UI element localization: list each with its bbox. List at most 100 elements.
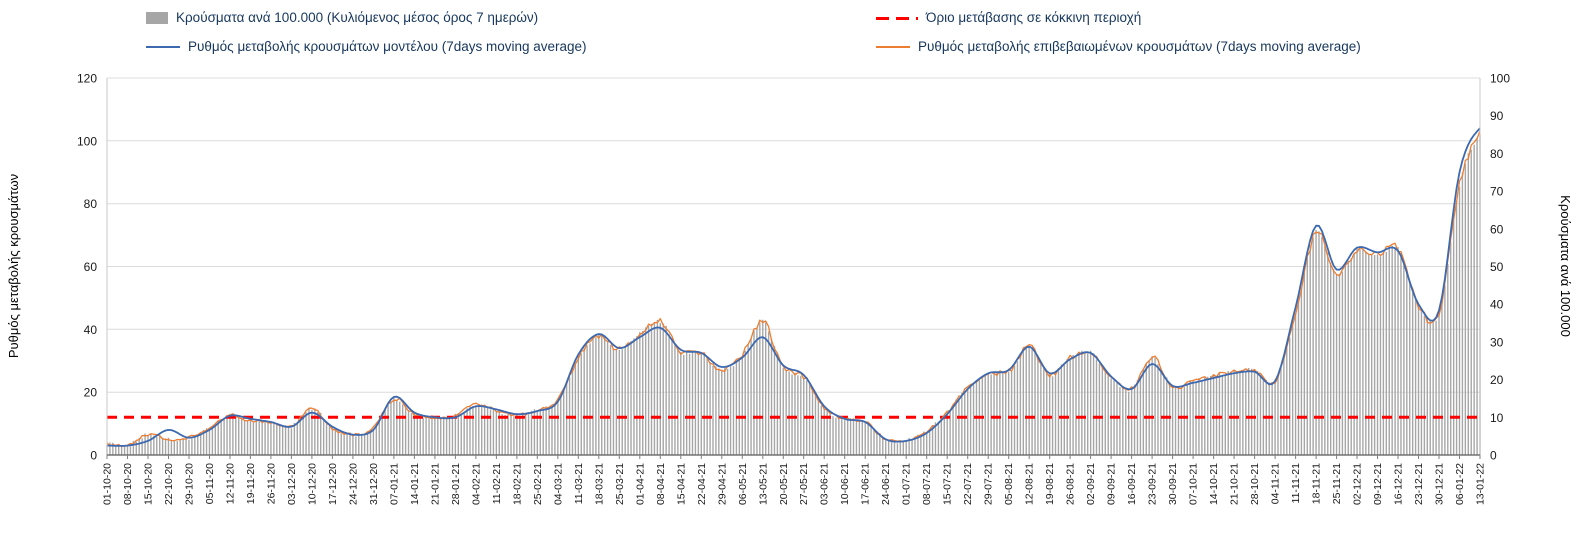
x-axis-tick-label: 25-03-21 [614,463,626,505]
right-axis-tick-label: 90 [1490,109,1504,123]
x-axis-tick-label: 06-01-22 [1454,463,1466,505]
x-axis-tick-label: 25-11-21 [1331,463,1343,504]
left-axis-tick-label: 20 [84,386,98,400]
left-axis-tick-label: 0 [90,449,97,463]
x-axis-tick-label: 11-02-21 [491,463,503,504]
x-axis-tick-label: 14-01-21 [409,463,421,505]
x-axis-tick-label: 07-10-21 [1188,463,1200,505]
legend-item-confirmed-line: Ρυθμός μεταβολής επιβεβαιωμένων κρουσμάτ… [876,37,1361,57]
right-axis-tick-label: 100 [1490,72,1510,86]
x-axis-tick-label: 24-12-20 [347,463,359,505]
x-axis-tick-label: 26-11-20 [265,463,277,504]
x-axis-tick-label: 29-07-21 [983,463,995,505]
x-axis-tick-label: 07-01-21 [388,463,400,505]
x-axis-tick-label: 25-02-21 [532,463,544,505]
x-axis-tick-label: 27-05-21 [798,463,810,505]
legend-label-confirmed-line: Ρυθμός μεταβολής επιβεβαιωμένων κρουσμάτ… [918,39,1361,54]
x-axis-tick-label: 01-07-21 [901,463,913,505]
x-axis-tick-label: 13-05-21 [757,463,769,505]
x-axis-tick-label: 02-09-21 [1085,463,1097,505]
x-axis-tick-label: 14-10-21 [1208,463,1220,505]
x-axis-tick-label: 15-04-21 [675,463,687,505]
x-axis-tick-label: 01-04-21 [634,463,646,505]
legend-item-model-line: Ρυθμός μεταβολής κρουσμάτων μοντέλου (7d… [146,37,587,57]
axes-and-ticks: 0 20 40 60 80 100 120 0 10 20 30 40 50 60 70 80 90 100 01-… [77,72,1510,506]
right-axis-title: Κρούσματα ανά 100.000 [1558,195,1573,337]
x-axis-tick-label: 21-10-21 [1229,463,1241,505]
right-axis-tick-label: 40 [1490,298,1504,312]
legend-item-cases-bars: Κρούσματα ανά 100.000 (Κυλιόμενος μέσος … [146,8,538,28]
x-axis-tick-label: 08-10-20 [122,463,134,505]
gridlines [107,77,1480,393]
bars-series [106,134,1481,456]
x-axis-tick-label: 16-09-21 [1126,463,1138,505]
line-series-layer [106,127,1481,448]
confirmed-line-swatch-icon [876,46,910,48]
x-axis-tick-label: 10-06-21 [839,463,851,505]
x-axis-tick-label: 22-07-21 [962,463,974,505]
x-axis-tick-label: 10-12-20 [306,463,318,505]
confirmed-cases-line [106,130,1481,448]
x-axis-tick-label: 05-08-21 [1003,463,1015,505]
x-axis-tick-label: 08-07-21 [921,463,933,505]
right-axis-tick-label: 0 [1490,449,1497,463]
x-axis-tick-label: 17-12-20 [327,463,339,505]
right-axis-tick-label: 20 [1490,373,1504,387]
x-axis-tick-label: 22-04-21 [696,463,708,505]
right-axis-tick-label: 50 [1490,260,1504,274]
left-axis-title: Ρυθμός μεταβολής κρουσμάτων [6,174,21,358]
x-axis-tick-label: 23-09-21 [1147,463,1159,505]
x-axis-tick-label: 19-08-21 [1044,463,1056,505]
x-axis-tick-label: 05-11-20 [204,463,216,504]
bar-series-swatch-icon [146,12,168,24]
x-axis-tick-label: 04-02-21 [470,463,482,505]
x-axis-tick-label: 03-06-21 [819,463,831,505]
x-axis-tick-label: 23-12-21 [1413,463,1425,505]
x-axis-tick-label: 01-10-20 [102,463,114,505]
x-axis-tick-label: 18-11-21 [1311,463,1323,504]
x-axis-tick-label: 16-12-21 [1393,463,1405,505]
legend-item-threshold: Όριο μετάβασης σε κόκκινη περιοχή [876,8,1141,28]
x-axis-tick-label: 22-10-20 [163,463,175,505]
x-axis-tick-label: 15-10-20 [143,463,155,505]
left-axis-tick-label: 60 [84,260,98,274]
x-axis-tick-label: 21-01-21 [429,463,441,505]
x-axis-tick-label: 03-12-20 [286,463,298,505]
legend-label-cases-bars: Κρούσματα ανά 100.000 (Κυλιόμενος μέσος … [176,10,539,25]
right-axis-tick-label: 10 [1490,411,1504,425]
x-axis-tick-label: 11-11-21 [1290,463,1302,504]
x-axis-tick-label: 12-11-20 [225,463,237,504]
x-axis-tick-label: 30-12-21 [1434,463,1446,505]
left-axis-tick-label: 80 [84,197,98,211]
x-axis-tick-label: 19-11-20 [245,463,257,504]
x-axis-tick-label: 09-09-21 [1106,463,1118,505]
legend-label-threshold: Όριο μετάβασης σε κόκκινη περιοχή [926,10,1142,25]
right-axis-tick-label: 80 [1490,147,1504,161]
x-axis-tick-label: 08-04-21 [655,463,667,505]
x-axis-tick-label: 20-05-21 [778,463,790,505]
x-axis-tick-label: 30-09-21 [1167,463,1179,505]
left-axis-tick-label: 40 [84,323,98,337]
right-axis-tick-label: 70 [1490,185,1504,199]
x-axis-tick-label: 04-11-21 [1270,463,1282,504]
right-axis-tick-label: 60 [1490,222,1504,236]
x-axis-tick-label: 31-12-20 [368,463,380,505]
left-axis-tick-label: 100 [77,134,97,148]
x-axis-tick-label: 24-06-21 [880,463,892,505]
x-axis-tick-label: 15-07-21 [942,463,954,505]
x-axis-tick-label: 02-12-21 [1352,463,1364,505]
x-axis-tick-label: 26-08-21 [1065,463,1077,505]
x-axis-tick-label: 11-03-21 [573,463,585,504]
left-axis-tick-label: 120 [77,72,97,86]
x-axis-tick-label: 04-03-21 [552,463,564,505]
model-line-swatch-icon [146,46,180,48]
x-axis-tick-label: 09-12-21 [1372,463,1384,505]
x-axis-tick-label: 12-08-21 [1024,463,1036,505]
x-axis-tick-label: 29-10-20 [184,463,196,505]
x-axis-tick-label: 28-01-21 [450,463,462,505]
x-axis-tick-label: 18-03-21 [593,463,605,505]
legend-label-model-line: Ρυθμός μεταβολής κρουσμάτων μοντέλου (7d… [188,39,587,54]
x-axis-tick-label: 13-01-22 [1475,463,1487,505]
